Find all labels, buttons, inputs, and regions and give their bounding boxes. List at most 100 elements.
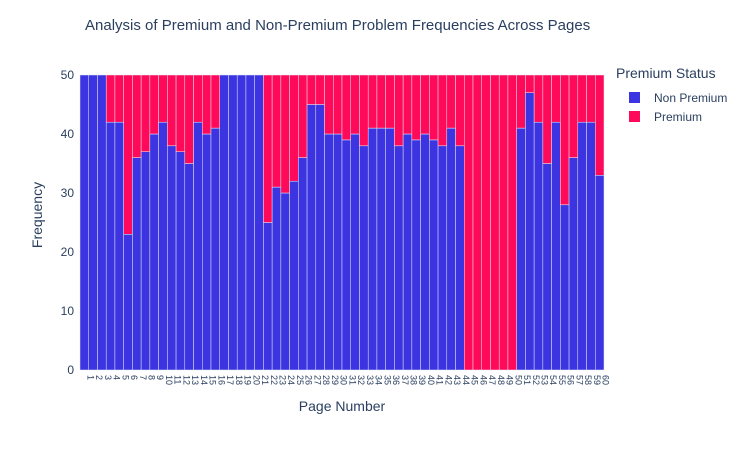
x-tick-label: 58: [583, 375, 593, 385]
bar-non-premium: [420, 133, 430, 371]
x-tick-label: 36: [391, 375, 401, 385]
bar-premium: [324, 74, 334, 135]
bar-non-premium: [350, 133, 360, 371]
bars: [79, 74, 605, 371]
bar-premium: [490, 74, 500, 371]
bar-non-premium: [193, 121, 203, 371]
legend-swatch: [629, 92, 640, 103]
bar-non-premium: [105, 121, 116, 371]
x-tick-label: 24: [286, 375, 296, 385]
bar-premium: [367, 74, 378, 129]
x-tick-label: 8: [147, 375, 157, 380]
x-tick-label: 38: [409, 375, 419, 385]
bar-premium: [446, 74, 456, 129]
bar-premium: [525, 74, 535, 93]
x-tick-label: 42: [443, 375, 453, 385]
bar-premium: [341, 74, 351, 141]
bar-non-premium: [568, 157, 579, 371]
bar-non-premium: [167, 145, 177, 371]
x-tick-label: 54: [548, 375, 558, 385]
bar-premium: [437, 74, 448, 147]
bar-non-premium: [402, 133, 413, 371]
x-tick-label: 11: [173, 375, 183, 384]
x-tick-label: 31: [347, 375, 357, 385]
x-tick-label: 37: [400, 375, 410, 385]
bar-premium: [507, 74, 517, 371]
bar-premium: [350, 74, 360, 135]
bar-non-premium: [306, 104, 317, 371]
bar-premium: [516, 74, 526, 129]
bar-non-premium: [542, 163, 552, 371]
x-tick-label: 17: [225, 375, 235, 385]
x-tick-label: 59: [592, 375, 602, 385]
y-tick-label: 30: [61, 186, 75, 200]
bar-non-premium: [79, 74, 89, 371]
x-tick-label: 9: [155, 375, 165, 380]
bar-non-premium: [263, 222, 273, 371]
bar-non-premium: [315, 104, 325, 371]
x-tick-label: 47: [487, 375, 497, 385]
bar-premium: [385, 74, 395, 129]
x-tick-label: 29: [330, 375, 340, 385]
bar-premium: [298, 74, 308, 158]
x-tick-label: 41: [435, 375, 445, 385]
legend-items: Non Premium Premium: [629, 91, 727, 124]
bar-non-premium: [595, 175, 605, 371]
x-tick-label: 57: [574, 375, 584, 385]
bar-non-premium: [202, 133, 212, 371]
bar-premium: [568, 74, 579, 158]
x-tick-label: 35: [382, 375, 392, 385]
bar-premium: [210, 74, 220, 129]
x-tick-label: 25: [295, 375, 305, 385]
bar-premium: [560, 74, 570, 206]
bar-non-premium: [516, 127, 526, 371]
x-tick-label: 46: [478, 375, 488, 385]
bar-premium: [420, 74, 430, 135]
legend-label: Non Premium: [654, 91, 727, 105]
bar-non-premium: [236, 74, 247, 371]
x-tick-label: 50: [513, 375, 523, 385]
bar-premium: [359, 74, 369, 147]
y-tick-labels: 0 10 20 30 40 50: [61, 68, 75, 377]
x-tick-label: 27: [312, 375, 322, 385]
bar-non-premium: [254, 74, 264, 371]
bar-premium: [472, 74, 482, 371]
x-tick-label: 20: [251, 375, 261, 385]
bar-non-premium: [140, 151, 151, 371]
bar-non-premium: [245, 74, 255, 371]
bar-non-premium: [289, 180, 299, 371]
bar-premium: [455, 74, 465, 147]
x-tick-label: 49: [505, 375, 515, 385]
y-tick-label: 10: [61, 304, 75, 318]
bar-non-premium: [411, 139, 421, 371]
x-tick-label: 60: [601, 375, 611, 385]
bar-non-premium: [114, 121, 124, 371]
bar-non-premium: [88, 74, 98, 371]
x-tick-label: 28: [321, 375, 331, 385]
x-tick-label: 23: [278, 375, 288, 385]
x-tick-labels: 1234567891011121314151617181920212223242…: [85, 375, 610, 385]
bar-premium: [542, 74, 552, 164]
x-tick-label: 6: [129, 375, 139, 380]
bar-premium: [123, 74, 133, 235]
bar-non-premium: [123, 234, 133, 371]
x-tick-label: 40: [426, 375, 436, 385]
x-tick-label: 21: [260, 375, 270, 385]
bar-premium: [577, 74, 587, 123]
bar-non-premium: [158, 121, 168, 371]
bar-non-premium: [149, 133, 159, 371]
x-tick-label: 53: [540, 375, 550, 385]
bar-premium: [595, 74, 605, 176]
bar-non-premium: [525, 92, 535, 371]
bar-non-premium: [97, 74, 107, 371]
y-tick-label: 20: [61, 245, 75, 259]
legend-title: Premium Status: [616, 65, 716, 81]
bar-premium: [158, 74, 168, 123]
bar-premium: [394, 74, 404, 147]
bar-non-premium: [577, 121, 587, 371]
y-axis-title: Frequency: [29, 182, 45, 248]
bar-premium: [202, 74, 212, 135]
bar-non-premium: [446, 127, 456, 371]
y-tick-label: 0: [67, 363, 74, 377]
